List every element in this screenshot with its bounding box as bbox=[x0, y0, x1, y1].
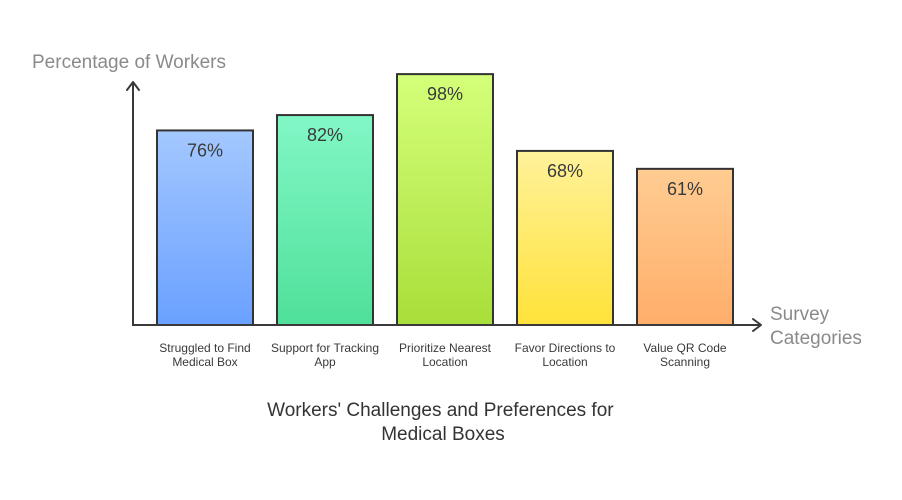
x-axis-title: Survey Categories bbox=[770, 304, 862, 349]
category-label-line: Struggled to Find bbox=[159, 341, 250, 355]
x-axis-title-line: Survey bbox=[770, 304, 830, 325]
bars-layer bbox=[156, 73, 734, 327]
x-axis-title-line: Categories bbox=[770, 328, 862, 349]
category-label-line: Location bbox=[542, 355, 587, 369]
data-label: 98% bbox=[427, 84, 463, 104]
category-label-line: Scanning bbox=[660, 355, 710, 369]
category-label-line: Favor Directions to bbox=[515, 341, 616, 355]
category-label-line: Support for Tracking bbox=[271, 341, 379, 355]
axes-layer bbox=[126, 81, 762, 332]
labels-layer: 76% Struggled to Find Medical Box 82% Suppor… bbox=[159, 84, 727, 369]
chart-title-line: Workers' Challenges and Preferences for bbox=[267, 400, 614, 421]
bar bbox=[516, 149, 614, 326]
bar bbox=[276, 114, 374, 326]
bar bbox=[636, 167, 734, 326]
category-label: Prioritize Nearest Location bbox=[399, 341, 492, 369]
category-label: Support for Tracking App bbox=[271, 341, 379, 369]
bar bbox=[156, 129, 254, 326]
y-axis-arrow-icon bbox=[126, 81, 140, 91]
y-axis-title: Percentage of Workers bbox=[32, 52, 226, 73]
data-label: 76% bbox=[187, 140, 223, 160]
chart-title-line: Medical Boxes bbox=[381, 424, 505, 445]
chart-title: Workers' Challenges and Preferences for … bbox=[267, 400, 619, 445]
category-label-line: Location bbox=[422, 355, 467, 369]
data-label: 68% bbox=[547, 161, 583, 181]
category-label-line: Medical Box bbox=[172, 355, 237, 369]
category-label-line: Prioritize Nearest bbox=[399, 341, 492, 355]
x-axis-arrow-icon bbox=[752, 318, 762, 332]
category-label-line: App bbox=[314, 355, 336, 369]
bar bbox=[396, 73, 494, 327]
data-label: 82% bbox=[307, 125, 343, 145]
category-label: Struggled to Find Medical Box bbox=[159, 341, 250, 369]
category-label-line: Value QR Code bbox=[643, 341, 726, 355]
category-label: Favor Directions to Location bbox=[515, 341, 616, 369]
category-label: Value QR Code Scanning bbox=[643, 341, 726, 369]
data-label: 61% bbox=[667, 179, 703, 199]
